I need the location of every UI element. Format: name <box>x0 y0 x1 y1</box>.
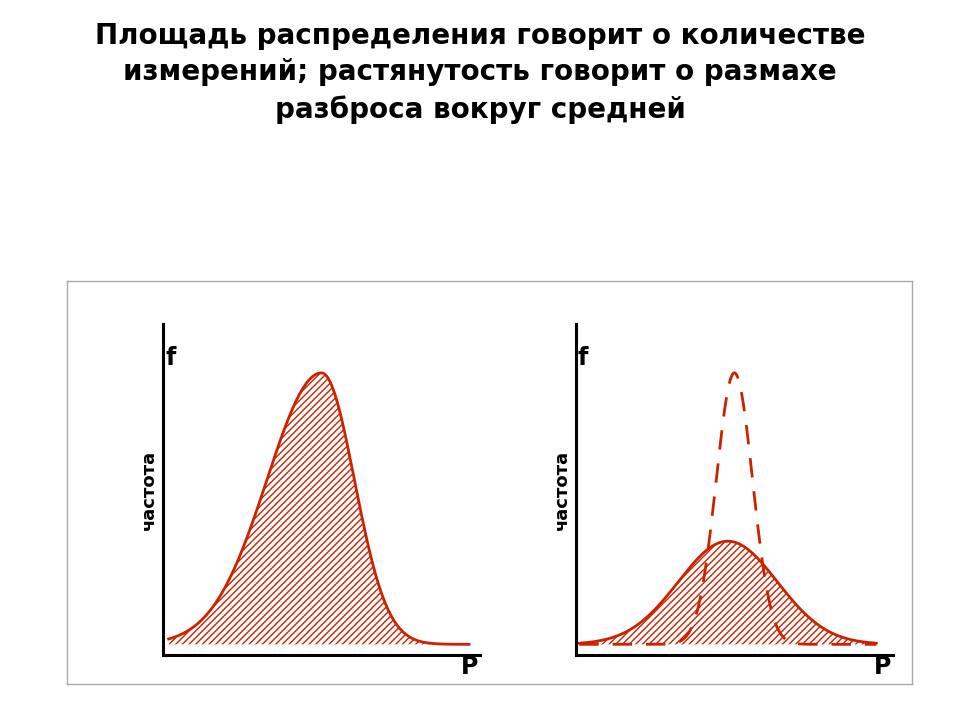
Y-axis label: частота: частота <box>552 449 570 530</box>
Y-axis label: частота: частота <box>139 449 157 530</box>
Text: f: f <box>166 346 177 369</box>
Text: f: f <box>578 346 588 369</box>
Text: P: P <box>461 654 478 679</box>
Text: P: P <box>875 654 892 679</box>
Text: Площадь распределения говорит о количестве
измерений; растянутость говорит о раз: Площадь распределения говорит о количест… <box>95 22 865 124</box>
